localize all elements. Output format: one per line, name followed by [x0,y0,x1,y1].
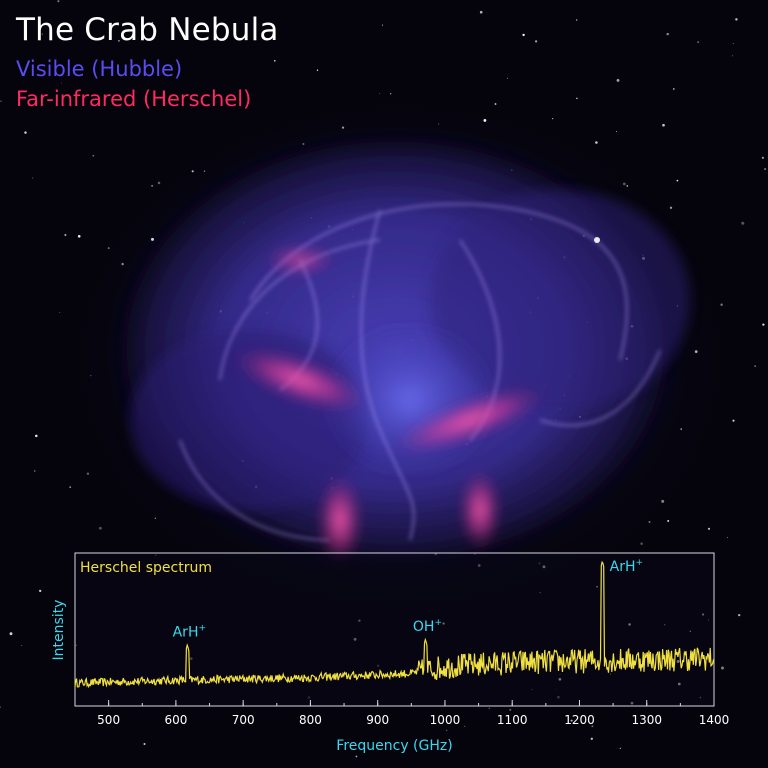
x-tick-label: 800 [299,713,322,727]
star [77,234,81,238]
star [732,419,735,422]
x-tick-label: 1000 [430,713,461,727]
star [732,42,734,44]
star [92,154,95,157]
star [662,123,665,127]
infrared-emission [233,245,546,565]
star [445,729,448,732]
star [738,613,741,617]
star [39,589,42,593]
star [666,32,669,36]
star [117,39,120,42]
star [35,434,38,438]
star [522,33,525,37]
star [616,131,617,132]
x-tick-label: 900 [366,713,389,727]
legend-visible-hubble: Visible (Hubble) [16,57,183,81]
peak-label: ArH+ [173,624,206,641]
star [479,10,483,14]
star [731,55,734,57]
star [274,60,276,62]
star [762,323,765,326]
star [509,708,512,711]
star [0,100,2,103]
star [32,177,34,179]
star [754,365,756,367]
star [506,77,509,79]
star [590,737,593,740]
star [673,88,675,90]
x-tick-label: 1100 [497,713,528,727]
chart-title: Herschel spectrum [80,560,212,576]
star [95,39,97,41]
y-axis-label: Intensity [51,600,67,661]
star [570,719,573,722]
x-axis-label: Frequency (GHz) [336,738,452,754]
star [130,59,132,61]
star [316,69,319,71]
star [591,725,594,728]
star [726,536,729,539]
spectrum-line [74,560,715,689]
x-tick-label: 1200 [564,713,595,727]
star [99,526,102,530]
star [151,21,154,24]
star [69,486,72,488]
star [707,527,711,530]
page-title: The Crab Nebula [16,12,279,48]
star [59,311,61,313]
peak-label: ArH+ [610,558,643,575]
star [575,19,578,21]
star [761,156,765,159]
star [464,725,466,727]
star [382,24,384,26]
star [64,233,67,237]
star [57,0,60,3]
x-tick-label: 600 [164,713,187,727]
star [619,747,621,749]
star [741,221,745,225]
x-tick-label: 700 [232,713,255,727]
star [697,41,699,43]
star [41,33,43,35]
star [616,78,620,82]
star [721,666,724,670]
star [534,40,538,43]
star [576,97,578,100]
star [355,755,358,758]
star [61,82,63,84]
star [735,18,738,21]
legend-far-infrared-herschel: Far-infrared (Herschel) [16,87,252,111]
star [24,131,27,134]
star [764,167,767,171]
x-tick-label: 500 [97,713,120,727]
star [0,706,1,708]
star [488,707,490,709]
star [143,742,146,746]
star [34,470,36,472]
star [86,472,90,475]
x-tick-label: 1400 [699,713,730,727]
star [9,632,13,636]
x-tick-label: 1300 [631,713,662,727]
star [21,645,23,647]
peak-label: OH+ [413,618,442,635]
star [676,179,679,182]
